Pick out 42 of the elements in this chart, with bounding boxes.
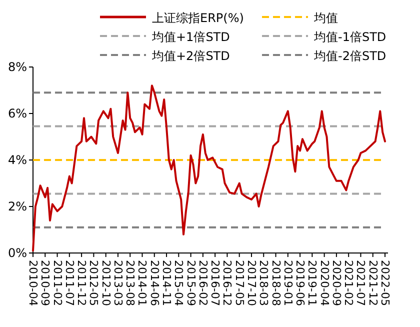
x-tick-label: 2016-07 (208, 260, 222, 306)
legend-label: 均值-1倍STD (313, 30, 386, 44)
x-tick-label: 2021-02 (342, 260, 356, 306)
x-tick-label: 2017-05 (232, 260, 246, 306)
x-tick-label: 2017-10 (244, 260, 258, 306)
x-tick-label: 2018-03 (257, 260, 270, 306)
x-tick-label: 2014-01 (136, 260, 149, 306)
y-tick-label: 4% (8, 153, 27, 167)
x-tick-label: 2016-02 (196, 260, 210, 306)
x-tick-label: 2020-04 (318, 260, 331, 306)
x-tick-label: 2012-10 (99, 260, 112, 306)
x-tick-label: 2011-07 (62, 260, 76, 306)
y-tick-label: 8% (8, 60, 27, 74)
x-tick-label: 2022-05 (378, 260, 392, 306)
x-tick-label: 2010-04 (26, 260, 40, 306)
x-tick-label: 2018-08 (269, 260, 282, 306)
x-tick-label: 2012-05 (87, 260, 100, 306)
legend-label: 均值 (313, 11, 338, 25)
legend-label: 上证综指ERP(%) (152, 11, 244, 25)
legend-label: 均值-2倍STD (313, 49, 386, 63)
x-tick-label: 2011-02 (50, 260, 64, 306)
x-tick-label: 2010-09 (38, 260, 52, 306)
x-tick-label: 2015-09 (184, 260, 198, 306)
y-tick-label: 2% (8, 200, 27, 214)
x-tick-label: 2014-06 (148, 260, 161, 306)
x-tick-label: 2019-06 (294, 260, 307, 306)
line-series (32, 84, 386, 252)
x-tick-label: 2011-12 (75, 260, 88, 306)
x-tick-label: 2015-04 (172, 260, 186, 306)
legend-label: 均值+2倍STD (151, 49, 230, 63)
x-tick-label: 2019-01 (281, 260, 294, 306)
x-tick-label: 2016-12 (220, 260, 234, 306)
x-tick-label: 2013-08 (124, 260, 137, 306)
y-tick-label: 0% (8, 246, 27, 260)
legend-label: 均值+1倍STD (151, 30, 230, 44)
x-tick-label: 2014-11 (160, 260, 174, 306)
x-tick-label: 2019-11 (306, 260, 319, 306)
y-tick-label: 6% (8, 106, 27, 120)
x-tick-label: 2021-07 (354, 260, 368, 306)
x-tick-label: 2020-09 (330, 260, 343, 306)
x-tick-label: 2013-03 (111, 260, 124, 306)
x-tick-label: 2021-12 (366, 260, 380, 306)
